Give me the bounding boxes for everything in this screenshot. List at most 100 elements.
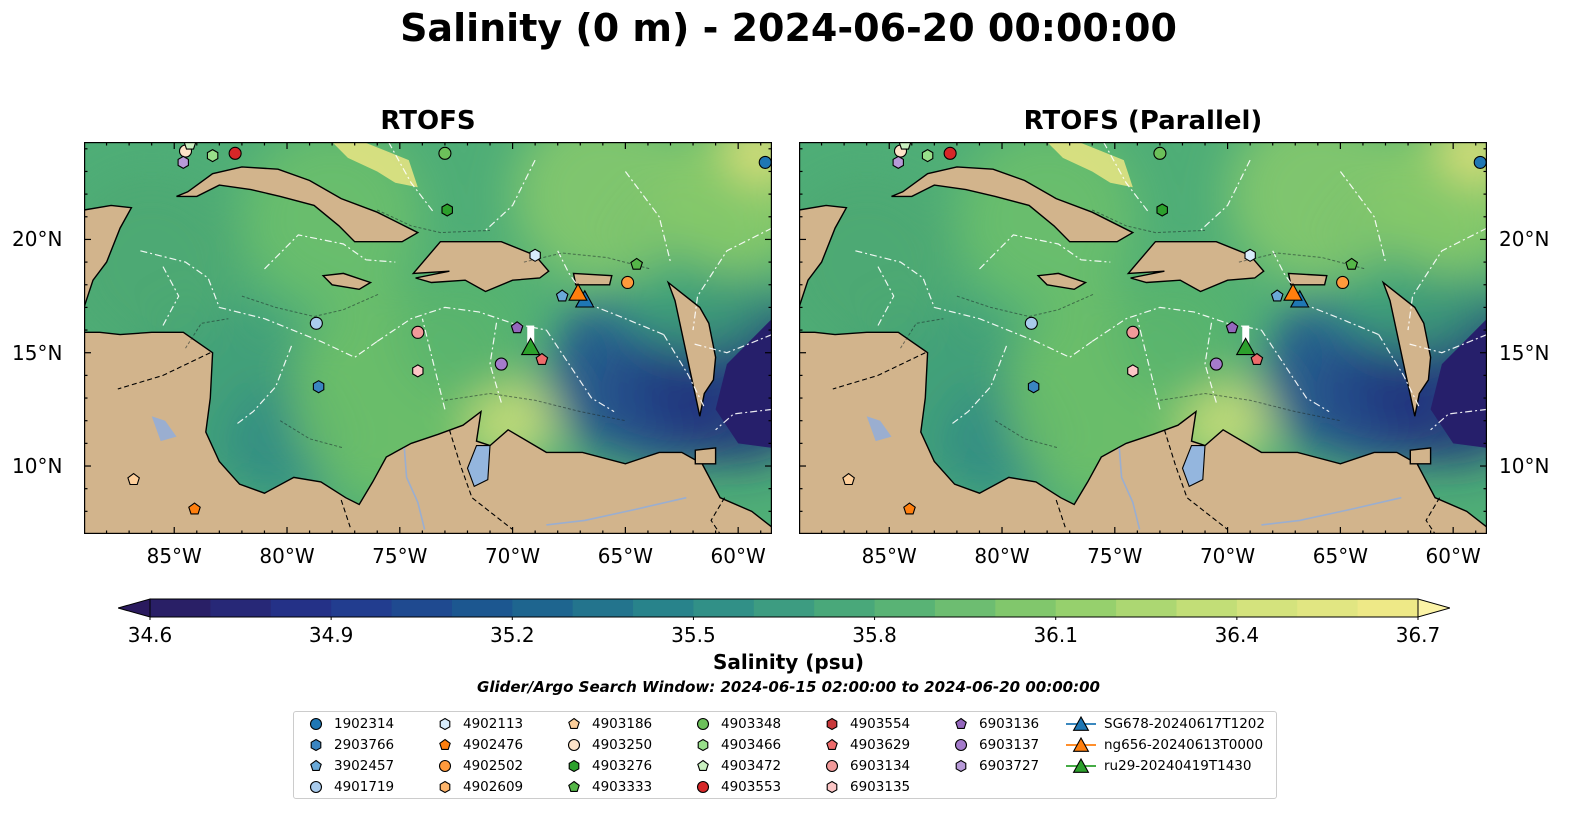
legend-circle-marker [825, 759, 839, 773]
lon-tick-label: 75°W [372, 544, 428, 568]
legend-triangle-marker [1072, 736, 1090, 752]
legend-item: 4902113 [435, 714, 523, 734]
legend-item: 1902314 [306, 714, 394, 734]
colorbar-segment [1297, 599, 1359, 617]
legend-pentagon-marker [697, 759, 709, 771]
colorbar-segment [572, 599, 634, 617]
legend-pentagon-marker [568, 717, 580, 729]
legend-label: 4902609 [463, 779, 524, 795]
colorbar-label: Salinity (psu) [712, 650, 864, 674]
legend-label: 4902113 [463, 716, 524, 732]
legend-triangle-marker [1072, 715, 1090, 731]
land-mass [1036, 272, 1088, 291]
legend-label: 6903135 [850, 779, 911, 795]
land-mass [891, 166, 1135, 243]
colorbar-tick-label: 35.5 [671, 623, 716, 647]
legend-label: ng656-20240613T0000 [1104, 737, 1264, 753]
legend-item: 4901719 [306, 777, 394, 797]
map-canvas [84, 142, 772, 534]
colorbar-segment [1055, 599, 1117, 617]
land-mass [411, 240, 550, 293]
legend-item: 6903135 [822, 777, 910, 797]
legend-item: 4903333 [564, 777, 652, 797]
lat-tick-label-left: 15°N [12, 340, 63, 365]
legend-label: 4903333 [592, 779, 653, 795]
legend-item: ru29-20240419T1430 [1066, 756, 1251, 776]
legend-circle-marker [696, 717, 710, 731]
obs-marker-6903727 [177, 155, 189, 170]
obs-marker-4903553 [943, 146, 957, 160]
colorbar-tick-label: 36.1 [1033, 623, 1078, 647]
colorbar-segment [1236, 599, 1298, 617]
land-mass [799, 204, 848, 308]
colorbar-tick-label: 34.9 [308, 623, 354, 647]
legend-label: 4903466 [721, 737, 782, 753]
legend-item: 4902609 [435, 777, 523, 797]
legend-item: 3902457 [306, 756, 394, 776]
legend-label: 6903136 [979, 716, 1040, 732]
legend-item: 6903136 [951, 714, 1039, 734]
legend-item: 4903554 [822, 714, 910, 734]
obs-marker-4903276 [441, 203, 453, 217]
colorbar-tick-label: 36.4 [1214, 623, 1260, 647]
legend-circle-marker [954, 738, 968, 752]
land-mass [1287, 272, 1328, 286]
obs-marker-4903333 [630, 257, 644, 270]
legend-circle-marker [438, 759, 452, 773]
legend-label: SG678-20240617T1202 [1104, 716, 1265, 732]
lon-tick-label: 75°W [1087, 544, 1143, 568]
land-mass [84, 331, 772, 534]
obs-marker-ru29-20240419T1430 [520, 337, 541, 356]
legend-pentagon-marker [310, 759, 322, 771]
obs-marker-4901719 [1024, 316, 1038, 330]
lon-tick-label: 70°W [1199, 544, 1256, 568]
obs-marker-2903766 [1027, 380, 1040, 394]
obs-marker-3902457 [1270, 289, 1284, 302]
lon-tick-label: 70°W [484, 544, 541, 568]
legend-item: 4902502 [435, 756, 523, 776]
obs-marker-4903472 [183, 142, 197, 150]
obs-marker-4902502 [1336, 275, 1350, 290]
colorbar-tick-label: 35.8 [852, 623, 897, 647]
obs-marker-4902113 [1244, 248, 1256, 262]
colorbar-segment [210, 599, 272, 617]
lon-tick-label: 65°W [1312, 544, 1368, 568]
obs-marker-4903276 [1156, 203, 1168, 217]
search-window-note: Glider/Argo Search Window: 2024-06-15 02… [477, 678, 1100, 696]
legend-item: 6903134 [822, 756, 910, 776]
map-panel-rtofs [84, 142, 772, 534]
obs-marker-4903186 [842, 472, 855, 486]
legend-item: 4903466 [693, 735, 781, 755]
colorbar-segment [1176, 599, 1238, 617]
colorbar-segment [451, 599, 513, 617]
obs-marker-ru29-20240419T1430 [1235, 337, 1256, 356]
legend-pentagon-marker [955, 717, 967, 729]
land-mass [1126, 240, 1265, 293]
lon-tick-label: 60°W [710, 544, 766, 568]
legend-label: 4903186 [592, 716, 653, 732]
obs-marker-4903348 [438, 146, 452, 160]
obs-marker-6903727 [892, 155, 904, 170]
colorbar-segment [391, 599, 453, 617]
lon-tick-label: 85°W [146, 544, 202, 568]
obs-marker-6903136 [1225, 321, 1239, 334]
legend-label: 4903250 [592, 737, 653, 753]
colorbar-segment [874, 599, 936, 617]
obs-marker-3902457 [555, 289, 569, 302]
obs-marker-ng656-20240613T0000 [568, 282, 588, 301]
lon-tick-label: 80°W [974, 544, 1030, 568]
colorbar-segment [995, 599, 1057, 617]
legend-label: 4903553 [721, 779, 782, 795]
legend-label: 6903137 [979, 737, 1040, 753]
legend-circle-marker [567, 738, 581, 752]
legend-item: 4902476 [435, 735, 523, 755]
colorbar-segment [1357, 599, 1419, 617]
land-mass [666, 280, 717, 417]
legend-triangle-marker [1072, 757, 1090, 773]
legend-label: 4903276 [592, 758, 653, 774]
legend-pentagon-marker [826, 738, 838, 750]
colorbar-segment [512, 599, 574, 617]
obs-marker-1902314 [758, 155, 772, 169]
figure-title: Salinity (0 m) - 2024-06-20 00:00:00 [400, 6, 1177, 50]
map-canvas [799, 142, 1487, 534]
